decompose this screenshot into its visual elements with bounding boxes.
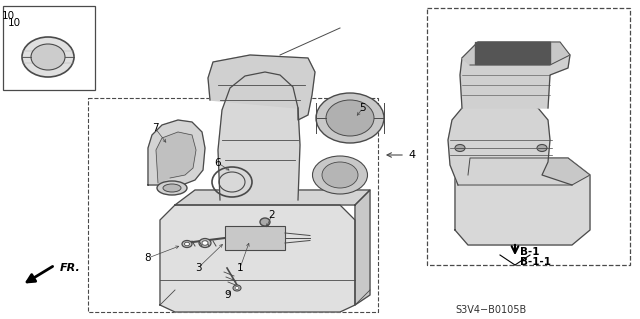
Ellipse shape <box>322 162 358 188</box>
Bar <box>475 42 550 64</box>
Text: 4: 4 <box>408 150 415 160</box>
Ellipse shape <box>312 156 367 194</box>
Bar <box>3 6 95 90</box>
Bar <box>427 8 630 265</box>
Polygon shape <box>175 190 370 205</box>
Bar <box>88 98 378 312</box>
Text: 8: 8 <box>145 253 151 263</box>
Ellipse shape <box>260 218 270 226</box>
Polygon shape <box>460 42 570 108</box>
Text: 3: 3 <box>195 263 202 273</box>
Ellipse shape <box>184 242 189 246</box>
Ellipse shape <box>326 100 374 136</box>
Ellipse shape <box>22 37 74 77</box>
Text: 9: 9 <box>225 290 231 300</box>
Text: 5: 5 <box>360 103 366 113</box>
Text: 10: 10 <box>8 18 21 28</box>
Ellipse shape <box>233 285 241 291</box>
Ellipse shape <box>316 93 384 143</box>
Text: 1: 1 <box>237 263 243 273</box>
Text: S3V4−B0105B: S3V4−B0105B <box>455 305 526 315</box>
Text: B-1-1: B-1-1 <box>520 257 551 267</box>
Ellipse shape <box>202 241 208 245</box>
Ellipse shape <box>455 145 465 152</box>
Ellipse shape <box>182 241 192 248</box>
Text: 10: 10 <box>1 11 15 21</box>
Text: FR.: FR. <box>60 263 81 273</box>
Text: 6: 6 <box>214 158 221 168</box>
Polygon shape <box>148 120 205 185</box>
Ellipse shape <box>163 184 181 192</box>
Polygon shape <box>355 190 370 305</box>
Polygon shape <box>462 42 570 65</box>
Ellipse shape <box>199 239 211 248</box>
Ellipse shape <box>31 44 65 70</box>
Polygon shape <box>218 72 300 200</box>
Ellipse shape <box>537 145 547 152</box>
Text: 7: 7 <box>152 123 158 133</box>
Polygon shape <box>156 132 196 183</box>
Bar <box>225 226 285 250</box>
Polygon shape <box>448 100 572 185</box>
Text: B-1: B-1 <box>520 247 540 257</box>
Polygon shape <box>160 205 355 312</box>
Polygon shape <box>458 158 590 185</box>
Ellipse shape <box>235 286 239 290</box>
Ellipse shape <box>157 181 187 195</box>
Polygon shape <box>208 55 315 120</box>
Text: 2: 2 <box>269 210 275 220</box>
Polygon shape <box>455 158 590 245</box>
